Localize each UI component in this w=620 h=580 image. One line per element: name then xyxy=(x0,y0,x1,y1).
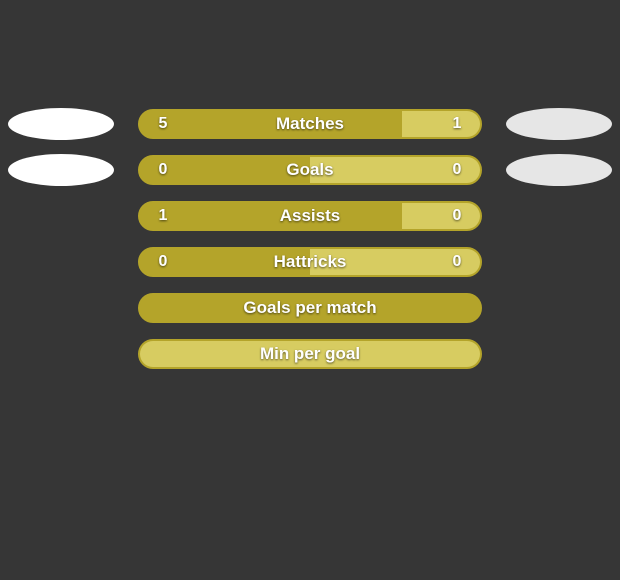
stat-bar-right xyxy=(310,249,480,275)
stat-bar: 10Assists xyxy=(138,201,482,231)
stat-bar-left xyxy=(140,295,480,321)
team-logo-left xyxy=(8,154,114,186)
team-logo-left xyxy=(8,108,114,140)
stat-row: 51Matches xyxy=(0,109,620,139)
stat-row: Goals per match xyxy=(0,293,620,323)
stat-bar: 00Hattricks xyxy=(138,247,482,277)
stat-bar-left xyxy=(140,157,310,183)
stat-bar-left xyxy=(140,111,402,137)
stat-bar-left xyxy=(140,203,402,229)
stat-bar: Goals per match xyxy=(138,293,482,323)
stat-bar: Min per goal xyxy=(138,339,482,369)
stat-bar-left xyxy=(140,249,310,275)
stat-bar-right xyxy=(310,157,480,183)
team-logo-right xyxy=(506,108,612,140)
stat-row: Min per goal xyxy=(0,339,620,369)
stat-bar: 00Goals xyxy=(138,155,482,185)
stat-row: 10Assists xyxy=(0,201,620,231)
stat-bar: 51Matches xyxy=(138,109,482,139)
stat-row: 00Goals xyxy=(0,155,620,185)
stat-bar-right xyxy=(140,341,480,367)
stat-bar-right xyxy=(402,203,480,229)
stat-row: 00Hattricks xyxy=(0,247,620,277)
team-logo-right xyxy=(506,154,612,186)
stat-bar-right xyxy=(402,111,480,137)
stat-rows: 51Matches 00Goals 10Assists 00Hattricks Goal… xyxy=(0,109,620,369)
